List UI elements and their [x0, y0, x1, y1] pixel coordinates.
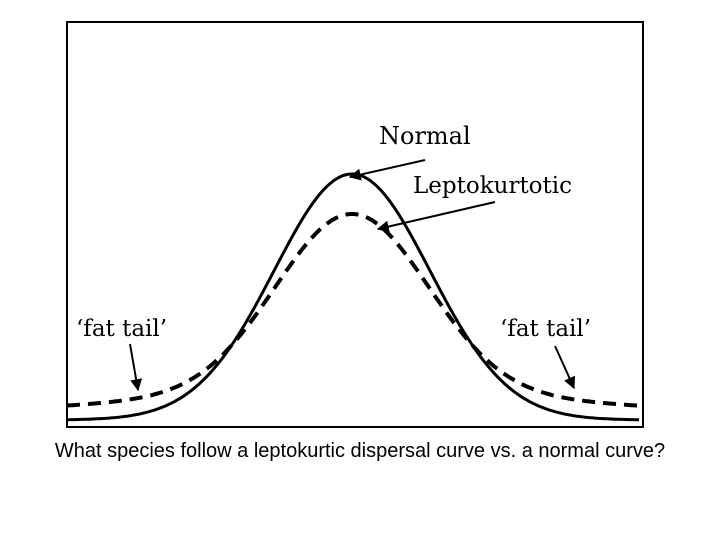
diagram-frame [66, 21, 644, 428]
fat-tail-left-arrow [129, 343, 143, 392]
fat-tail-right-arrow [554, 345, 576, 390]
normal-curve [67, 172, 639, 422]
fat-tail-left-label: ‘fat tail’ [76, 316, 168, 342]
fat-tail-right-label: ‘fat tail’ [500, 316, 592, 342]
leptokurtotic-curve [66, 212, 640, 408]
question-caption: What species follow a leptokurtic disper… [54, 440, 666, 462]
leptokurtotic-arrow [376, 201, 496, 233]
leptokurtotic-label: Leptokurtotic [413, 173, 573, 199]
normal-label: Normal [379, 122, 471, 150]
normal-arrow [348, 159, 426, 181]
